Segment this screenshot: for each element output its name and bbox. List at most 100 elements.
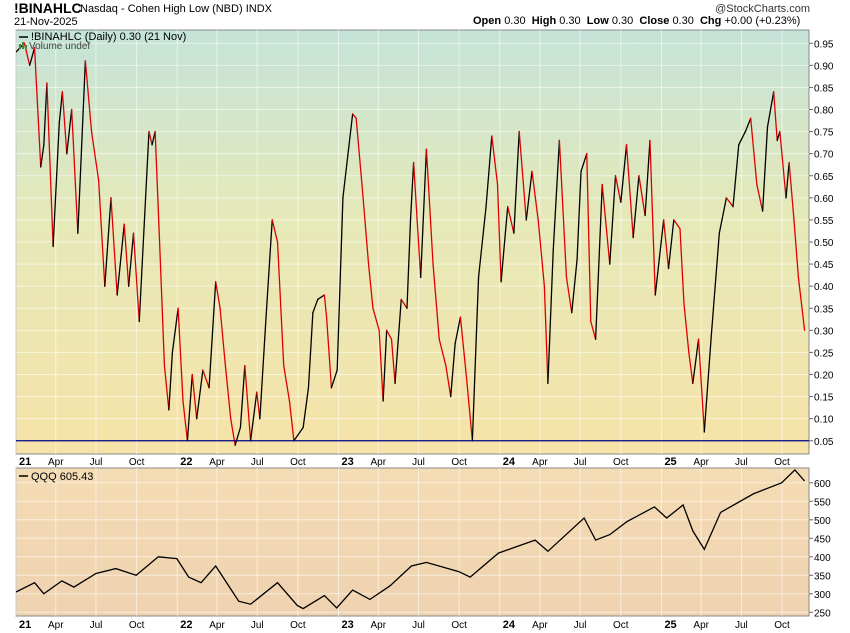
x-tick-label: Jul [90, 457, 103, 468]
indicator-segment [580, 153, 588, 172]
x-tick-label: Oct [613, 620, 629, 631]
symbol-description: Nasdaq - Cohen High Low (NBD) INDX [80, 3, 272, 15]
indicator-segment [718, 197, 728, 234]
stockcharts-logo[interactable]: @StockCharts.com [715, 3, 810, 15]
x-tick-label: Apr [532, 620, 548, 631]
indicator-segment [351, 113, 357, 119]
indicator-segment [537, 219, 546, 287]
indicator-segment [594, 183, 603, 340]
indicator-segment [425, 148, 434, 265]
y-tick-label: 400 [814, 553, 831, 564]
description-text: Nasdaq - Cohen High Low (NBD) [80, 3, 243, 15]
indicator-segment [450, 342, 456, 398]
x-tick-label: Jul [251, 620, 264, 631]
indicator-segment [46, 82, 54, 248]
indicator-segment [697, 338, 705, 433]
indicator-segment [191, 373, 198, 420]
indicator-segment [325, 316, 333, 389]
x-tick-label: Jul [90, 620, 103, 631]
x-tick-label: 25 [664, 619, 676, 631]
indicator-segment [518, 130, 527, 221]
indicator-segment [644, 139, 651, 217]
indicator-segment [128, 232, 135, 287]
indicator-segment [766, 91, 775, 128]
indicator-segment [471, 276, 480, 442]
indicator-segment [500, 206, 509, 283]
x-tick-label: Jul [735, 620, 748, 631]
x-tick-label: Jul [251, 457, 264, 468]
indicator-segment [738, 130, 747, 146]
indicator-segment [302, 387, 310, 429]
x-tick-label: Oct [774, 457, 790, 468]
ohlc-readout: Open 0.30 High 0.30 Low 0.30 Close 0.30 … [473, 15, 800, 27]
indicator-segment [667, 219, 675, 270]
indicator-segment [649, 139, 656, 296]
x-tick-label: 24 [503, 619, 516, 631]
indicator-segment [788, 161, 795, 221]
indicator-segment [625, 144, 634, 239]
x-tick-label: 21 [19, 619, 31, 631]
indicator-segment [104, 197, 112, 287]
x-tick-label: 24 [503, 456, 516, 468]
indicator-segment [725, 197, 734, 208]
x-tick-label: Oct [290, 457, 306, 468]
indicator-segment [688, 351, 694, 384]
y-tick-label: 0.80 [814, 106, 834, 117]
x-tick-label: 22 [180, 619, 192, 631]
exchange-label: INDX [245, 3, 272, 15]
indicator-segment [571, 259, 578, 314]
indicator-segment [438, 338, 447, 367]
indicator-segment [632, 175, 640, 239]
indicator-segment [773, 91, 778, 142]
indicator-segment [293, 426, 304, 442]
y-tick-label: 250 [814, 608, 831, 619]
indicator-segment [400, 298, 408, 309]
indicator-segment [547, 250, 554, 384]
indicator-segment [485, 135, 493, 208]
indicator-segment [312, 298, 319, 314]
x-tick-label: 23 [342, 619, 354, 631]
y-tick-label: 0.05 [814, 437, 834, 448]
indicator-segment [317, 294, 326, 301]
indicator-segment [208, 281, 217, 389]
x-tick-label: 21 [19, 456, 31, 468]
indicator-segment [454, 316, 462, 345]
indicator-segment [390, 338, 396, 384]
x-tick-label: Jul [735, 457, 748, 468]
x-tick-label: Oct [774, 620, 790, 631]
indicator-segment [323, 294, 328, 318]
y-tick-label: 0.75 [814, 128, 834, 139]
x-tick-label: Oct [451, 457, 467, 468]
volume-bars-icon [19, 42, 27, 49]
indicator-segment [186, 373, 193, 442]
indicator-segment [244, 365, 252, 442]
y-tick-label: 0.70 [814, 150, 834, 161]
y-tick-label: 0.15 [814, 393, 834, 404]
indicator-segment [785, 161, 790, 199]
volume-note: Volume undef [29, 41, 90, 52]
x-tick-label: Oct [129, 457, 145, 468]
indicator-segment [97, 179, 106, 287]
chg-value: +0.00 (+0.23%) [724, 15, 801, 27]
indicator-segment [330, 369, 338, 389]
y-tick-label: 600 [814, 479, 831, 490]
qqq-panel: 600 550 500 450 400 350 300 250 21 Apr Jul Oct 22 Ap… [15, 467, 831, 631]
y-tick-label: 0.40 [814, 282, 834, 293]
y-tick-label: 500 [814, 516, 831, 527]
indicator-segment [412, 161, 422, 278]
qqq-price-line [16, 468, 806, 610]
indicator-segment [496, 183, 502, 283]
indicator-segment [576, 170, 582, 261]
indicator-panel: 0.95 0.90 0.85 0.80 0.75 0.70 0.65 0.60 0.55 0.50… [15, 29, 834, 468]
indicator-segment [586, 153, 592, 323]
indicator-segment [507, 206, 515, 234]
indicator-segment [750, 117, 758, 186]
indicator-segment [168, 351, 174, 411]
indicator-segment [378, 329, 384, 402]
indicator-segment [409, 161, 415, 221]
indicator-segment [779, 130, 787, 199]
close-label: Close [639, 15, 670, 27]
indicator-segment [601, 183, 611, 265]
y-tick-label: 0.25 [814, 348, 834, 359]
indicator-segment [52, 122, 60, 248]
